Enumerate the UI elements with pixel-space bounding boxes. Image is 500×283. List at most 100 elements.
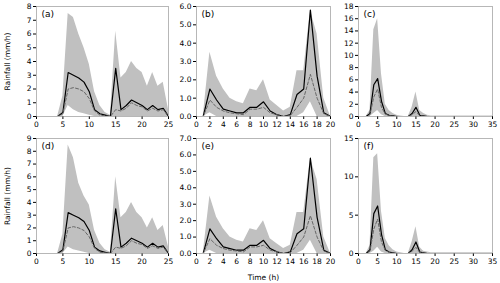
svg-text:0.0: 0.0 — [180, 112, 192, 121]
svg-text:6: 6 — [27, 29, 32, 38]
svg-text:12: 12 — [272, 120, 282, 129]
svg-text:0.0: 0.0 — [180, 249, 192, 258]
svg-text:6.0: 6.0 — [180, 2, 192, 11]
svg-text:14: 14 — [286, 120, 296, 129]
svg-text:20: 20 — [430, 257, 440, 266]
svg-text:(f): (f) — [364, 141, 374, 151]
svg-text:35: 35 — [488, 257, 498, 266]
svg-text:0: 0 — [356, 257, 361, 266]
svg-text:8: 8 — [248, 120, 253, 129]
svg-text:25: 25 — [164, 257, 174, 266]
svg-text:(e): (e) — [202, 141, 215, 151]
svg-text:30: 30 — [469, 120, 479, 129]
svg-text:15: 15 — [411, 120, 421, 129]
svg-text:7: 7 — [27, 159, 32, 168]
svg-text:5: 5 — [61, 257, 66, 266]
svg-text:0: 0 — [349, 112, 354, 121]
svg-text:Rainfall (mm/h): Rainfall (mm/h) — [3, 32, 12, 90]
svg-text:25: 25 — [449, 120, 459, 129]
svg-text:1: 1 — [27, 98, 32, 107]
svg-text:20: 20 — [137, 257, 147, 266]
svg-text:12: 12 — [272, 257, 282, 266]
svg-text:0: 0 — [194, 120, 199, 129]
svg-text:0: 0 — [27, 249, 32, 258]
svg-text:8: 8 — [349, 63, 354, 72]
svg-text:18: 18 — [312, 120, 322, 129]
svg-text:30: 30 — [469, 257, 479, 266]
svg-text:(d): (d) — [42, 141, 55, 151]
svg-text:15: 15 — [344, 134, 354, 143]
svg-text:10: 10 — [344, 172, 354, 181]
svg-text:2: 2 — [27, 84, 32, 93]
svg-text:16: 16 — [299, 257, 309, 266]
svg-text:15: 15 — [111, 257, 121, 266]
svg-text:5: 5 — [27, 185, 32, 194]
svg-text:2.0: 2.0 — [180, 216, 192, 225]
svg-text:4.0: 4.0 — [180, 183, 192, 192]
svg-text:25: 25 — [164, 120, 174, 129]
svg-text:4: 4 — [221, 257, 226, 266]
svg-text:14: 14 — [344, 26, 354, 35]
svg-text:0: 0 — [34, 257, 39, 266]
svg-text:2: 2 — [27, 223, 32, 232]
svg-text:6.0: 6.0 — [180, 150, 192, 159]
svg-text:20: 20 — [326, 257, 336, 266]
svg-text:3: 3 — [27, 71, 32, 80]
svg-text:4: 4 — [349, 87, 354, 96]
svg-text:3.0: 3.0 — [180, 57, 192, 66]
svg-text:5.0: 5.0 — [180, 20, 192, 29]
svg-text:25: 25 — [449, 257, 459, 266]
svg-text:2: 2 — [208, 257, 213, 266]
svg-text:8: 8 — [27, 2, 32, 11]
svg-text:10: 10 — [85, 120, 95, 129]
svg-text:18: 18 — [344, 2, 354, 11]
svg-text:3.0: 3.0 — [180, 200, 192, 209]
svg-text:10: 10 — [259, 120, 269, 129]
svg-text:0: 0 — [349, 249, 354, 258]
svg-text:Rainfall (mm/h): Rainfall (mm/h) — [3, 167, 12, 225]
svg-text:(a): (a) — [42, 9, 55, 19]
svg-text:10: 10 — [392, 120, 402, 129]
svg-text:6: 6 — [234, 120, 239, 129]
svg-text:35: 35 — [488, 120, 498, 129]
svg-text:4.0: 4.0 — [180, 39, 192, 48]
svg-text:1: 1 — [27, 236, 32, 245]
svg-text:12: 12 — [344, 39, 354, 48]
svg-text:5: 5 — [375, 120, 380, 129]
svg-text:2: 2 — [208, 120, 213, 129]
svg-text:14: 14 — [286, 257, 296, 266]
svg-text:5: 5 — [375, 257, 380, 266]
svg-text:6: 6 — [27, 172, 32, 181]
svg-text:(b): (b) — [202, 9, 215, 19]
svg-text:4: 4 — [221, 120, 226, 129]
svg-text:16: 16 — [299, 120, 309, 129]
svg-text:5: 5 — [27, 43, 32, 52]
svg-text:2: 2 — [349, 100, 354, 109]
svg-text:9: 9 — [27, 134, 32, 143]
svg-text:20: 20 — [137, 120, 147, 129]
svg-text:1.0: 1.0 — [180, 232, 192, 241]
svg-text:8: 8 — [248, 257, 253, 266]
svg-text:5.0: 5.0 — [180, 167, 192, 176]
svg-text:7: 7 — [27, 16, 32, 25]
svg-text:7.0: 7.0 — [180, 134, 192, 143]
svg-text:4: 4 — [27, 198, 32, 207]
svg-text:15: 15 — [111, 120, 121, 129]
svg-text:0: 0 — [34, 120, 39, 129]
svg-text:8: 8 — [27, 147, 32, 156]
svg-text:10: 10 — [392, 257, 402, 266]
svg-text:(c): (c) — [364, 9, 376, 19]
svg-text:10: 10 — [259, 257, 269, 266]
svg-text:16: 16 — [344, 14, 354, 23]
svg-text:6: 6 — [349, 75, 354, 84]
svg-text:5: 5 — [61, 120, 66, 129]
svg-text:4: 4 — [27, 57, 32, 66]
svg-text:15: 15 — [411, 257, 421, 266]
svg-text:5: 5 — [349, 211, 354, 220]
svg-text:10: 10 — [85, 257, 95, 266]
svg-text:20: 20 — [326, 120, 336, 129]
svg-text:20: 20 — [430, 120, 440, 129]
svg-text:0: 0 — [27, 112, 32, 121]
svg-text:3: 3 — [27, 211, 32, 220]
svg-text:10: 10 — [344, 51, 354, 60]
